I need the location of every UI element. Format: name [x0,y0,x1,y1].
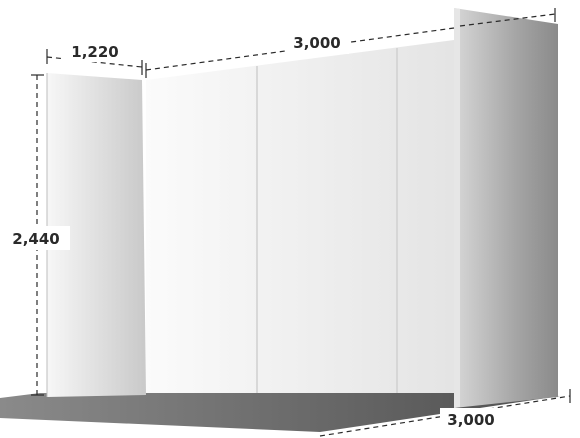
right-top-dimension-line [459,13,556,27]
back-width-dimension-label: 3,000 [293,34,340,52]
left-side-wall [47,73,146,397]
left-depth-dimension-label: 1,220 [71,43,118,61]
height-dimension-label: 2,440 [12,230,59,248]
floor-depth-dimension-label: 3,000 [447,411,494,429]
back-width-label-background [285,32,349,54]
height-label-background [4,226,70,250]
floor-depth-label-background [440,408,502,430]
back-wall [146,40,454,393]
right-side-wall [454,8,558,408]
right-wall-front-edge [454,8,460,408]
left-depth-label-background [64,40,126,62]
booth-floor [0,393,560,432]
